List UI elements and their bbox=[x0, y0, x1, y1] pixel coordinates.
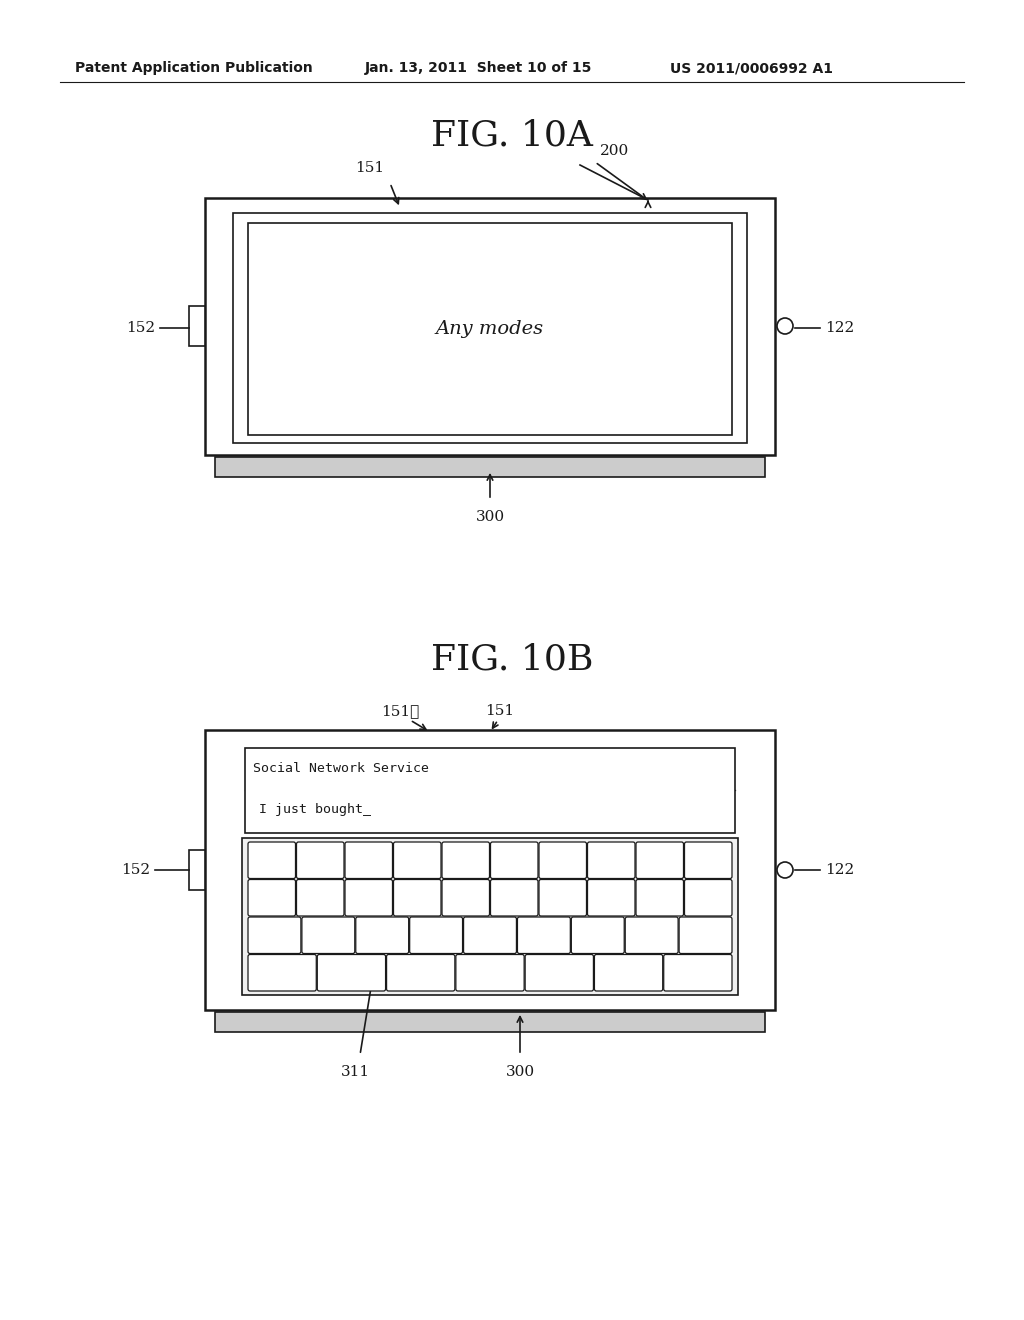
FancyBboxPatch shape bbox=[297, 879, 344, 916]
Text: Patent Application Publication: Patent Application Publication bbox=[75, 61, 312, 75]
Text: 151: 151 bbox=[355, 161, 385, 176]
FancyBboxPatch shape bbox=[636, 842, 683, 879]
FancyBboxPatch shape bbox=[248, 954, 316, 991]
FancyBboxPatch shape bbox=[664, 954, 732, 991]
Text: FIG. 10A: FIG. 10A bbox=[431, 117, 593, 152]
FancyBboxPatch shape bbox=[302, 917, 354, 953]
Bar bbox=[242, 838, 738, 995]
Text: I just bought_: I just bought_ bbox=[259, 804, 371, 817]
Text: 311: 311 bbox=[340, 1065, 370, 1078]
FancyBboxPatch shape bbox=[456, 954, 524, 991]
FancyBboxPatch shape bbox=[248, 842, 296, 879]
FancyBboxPatch shape bbox=[355, 917, 409, 953]
Bar bbox=[189, 306, 205, 346]
Text: 152: 152 bbox=[121, 863, 150, 876]
Text: 300: 300 bbox=[475, 510, 505, 524]
Text: Jan. 13, 2011  Sheet 10 of 15: Jan. 13, 2011 Sheet 10 of 15 bbox=[365, 61, 592, 75]
FancyBboxPatch shape bbox=[442, 842, 489, 879]
FancyBboxPatch shape bbox=[539, 842, 587, 879]
FancyBboxPatch shape bbox=[588, 879, 635, 916]
FancyBboxPatch shape bbox=[297, 842, 344, 879]
FancyBboxPatch shape bbox=[539, 879, 587, 916]
FancyBboxPatch shape bbox=[594, 954, 663, 991]
Text: 122: 122 bbox=[825, 321, 854, 335]
Text: 122: 122 bbox=[825, 863, 854, 876]
FancyBboxPatch shape bbox=[626, 917, 678, 953]
FancyBboxPatch shape bbox=[464, 917, 516, 953]
Bar bbox=[245, 748, 735, 833]
FancyBboxPatch shape bbox=[345, 842, 392, 879]
FancyBboxPatch shape bbox=[248, 879, 296, 916]
Bar bbox=[248, 223, 732, 436]
Text: 300: 300 bbox=[506, 1065, 535, 1078]
Text: 151: 151 bbox=[485, 704, 515, 718]
FancyBboxPatch shape bbox=[442, 879, 489, 916]
FancyBboxPatch shape bbox=[410, 917, 463, 953]
FancyBboxPatch shape bbox=[248, 917, 301, 953]
FancyBboxPatch shape bbox=[345, 879, 392, 916]
FancyBboxPatch shape bbox=[684, 842, 732, 879]
Bar bbox=[205, 198, 775, 455]
Text: Social Network Service: Social Network Service bbox=[253, 763, 429, 776]
Text: FIG. 10B: FIG. 10B bbox=[431, 643, 593, 677]
FancyBboxPatch shape bbox=[393, 879, 441, 916]
Text: 200: 200 bbox=[600, 144, 630, 158]
Text: 151ℓ: 151ℓ bbox=[381, 704, 419, 718]
FancyBboxPatch shape bbox=[517, 917, 570, 953]
Text: Any modes: Any modes bbox=[436, 319, 544, 338]
Text: US 2011/0006992 A1: US 2011/0006992 A1 bbox=[670, 61, 833, 75]
FancyBboxPatch shape bbox=[317, 954, 386, 991]
FancyBboxPatch shape bbox=[684, 879, 732, 916]
FancyBboxPatch shape bbox=[490, 842, 538, 879]
FancyBboxPatch shape bbox=[387, 954, 455, 991]
FancyBboxPatch shape bbox=[679, 917, 732, 953]
Circle shape bbox=[777, 862, 793, 878]
Text: 152: 152 bbox=[126, 321, 155, 335]
FancyBboxPatch shape bbox=[588, 842, 635, 879]
FancyBboxPatch shape bbox=[636, 879, 683, 916]
FancyBboxPatch shape bbox=[525, 954, 594, 991]
FancyBboxPatch shape bbox=[393, 842, 441, 879]
Bar bbox=[189, 850, 205, 890]
FancyBboxPatch shape bbox=[571, 917, 625, 953]
Bar bbox=[215, 457, 765, 477]
FancyBboxPatch shape bbox=[490, 879, 538, 916]
Bar bbox=[205, 730, 775, 1010]
Bar bbox=[215, 1012, 765, 1032]
Bar bbox=[233, 213, 746, 444]
Circle shape bbox=[777, 318, 793, 334]
